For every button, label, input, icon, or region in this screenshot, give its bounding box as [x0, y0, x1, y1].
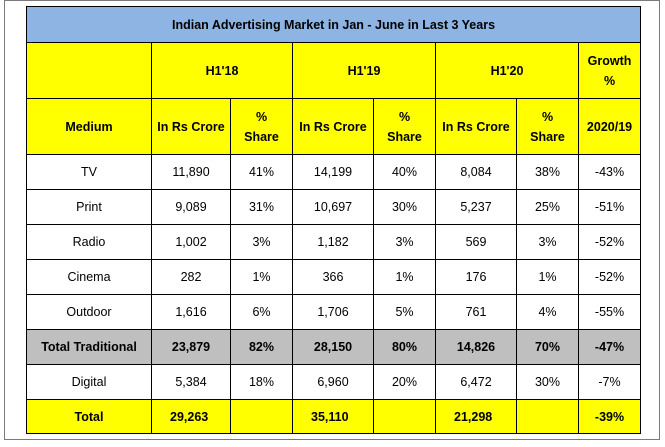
value-cell: 569 [435, 224, 517, 260]
table-row: Outdoor 1,616 6% 1,706 5% 761 4% -55% [26, 294, 642, 330]
share-cell: 40% [373, 154, 436, 190]
share-cell: 1% [230, 259, 293, 295]
share-cell: 30% [516, 364, 579, 400]
share-cell: 18% [230, 364, 293, 400]
table-row: Digital 5,384 18% 6,960 20% 6,472 30% -7… [26, 364, 642, 400]
share-cell: 25% [516, 189, 579, 225]
growth-cell: -39% [577, 399, 642, 434]
value-cell: 8,084 [435, 154, 517, 190]
value-cell: 9,089 [151, 189, 231, 225]
medium-cell: Print [26, 189, 152, 225]
growth-header: Growth% [577, 42, 642, 99]
value-cell: 14,199 [292, 154, 374, 190]
period-header-h1-19: H1'19 [292, 42, 436, 99]
value-cell: 5,384 [151, 364, 231, 400]
share-cell: 3% [230, 224, 293, 260]
value-cell: 21,298 [435, 399, 517, 434]
value-cell: 1,706 [292, 294, 374, 330]
value-cell: 176 [435, 259, 517, 295]
share-cell: 30% [373, 189, 436, 225]
share-header-19: % Share [373, 98, 436, 155]
table-title: Indian Advertising Market in Jan - June … [25, 6, 642, 43]
share-header-20-line1: % [541, 109, 554, 124]
share-cell: 31% [230, 189, 293, 225]
table-row: Radio 1,002 3% 1,182 3% 569 3% -52% [26, 224, 642, 260]
share-header-18-line2: Share [244, 129, 279, 144]
value-cell: 1,002 [151, 224, 231, 260]
share-cell: 3% [373, 224, 436, 260]
value-cell: 35,110 [292, 399, 374, 434]
share-cell: 80% [373, 329, 436, 365]
medium-cell: TV [26, 154, 152, 190]
share-header-19-line2: Share [387, 129, 422, 144]
medium-header: Medium [26, 98, 152, 155]
growth-cell: -52% [577, 259, 642, 295]
period-header-h1-18: H1'18 [151, 42, 293, 99]
medium-cell: Cinema [26, 259, 152, 295]
table-frame: Indian Advertising Market in Jan - June … [4, 0, 660, 440]
value-cell: 6,960 [292, 364, 374, 400]
value-cell: 282 [151, 259, 231, 295]
value-cell: 6,472 [435, 364, 517, 400]
share-cell: 6% [230, 294, 293, 330]
period-header-row: H1'18 H1'19 H1'20 Growth% [26, 42, 642, 99]
sub-header-row: Medium In Rs Crore % Share In Rs Crore % S… [26, 98, 642, 155]
growth-cell: -47% [577, 329, 642, 365]
value-cell: 761 [435, 294, 517, 330]
medium-cell: Total Traditional [26, 329, 152, 365]
value-cell: 11,890 [151, 154, 231, 190]
medium-cell: Outdoor [26, 294, 152, 330]
share-cell: 38% [516, 154, 579, 190]
value-header-19: In Rs Crore [292, 98, 374, 155]
growth-subheader: 2020/19 [577, 98, 642, 155]
share-cell: 70% [516, 329, 579, 365]
share-cell: 4% [516, 294, 579, 330]
growth-cell: -51% [577, 189, 642, 225]
medium-cell: Digital [26, 364, 152, 400]
table-row: TV 11,890 41% 14,199 40% 8,084 38% -43% [26, 154, 642, 190]
share-cell: 41% [230, 154, 293, 190]
table-row: Print 9,089 31% 10,697 30% 5,237 25% -51… [26, 189, 642, 225]
title-row: Indian Advertising Market in Jan - June … [25, 6, 642, 43]
table-row: Cinema 282 1% 366 1% 176 1% -52% [26, 259, 642, 295]
value-cell: 28,150 [292, 329, 374, 365]
share-header-18-line1: % [255, 109, 268, 124]
period-header-h1-20: H1'20 [435, 42, 579, 99]
share-cell: 20% [373, 364, 436, 400]
medium-cell: Total [26, 399, 152, 434]
value-cell: 1,182 [292, 224, 374, 260]
share-header-20-line2: Share [530, 129, 565, 144]
share-cell: 5% [373, 294, 436, 330]
share-cell [516, 399, 579, 434]
value-cell: 1,616 [151, 294, 231, 330]
growth-cell: -43% [577, 154, 642, 190]
share-cell [373, 399, 436, 434]
growth-cell: -7% [577, 364, 642, 400]
header-blank [26, 42, 152, 99]
advertising-market-table: Indian Advertising Market in Jan - June … [25, 6, 642, 434]
share-cell: 1% [516, 259, 579, 295]
value-header-20: In Rs Crore [435, 98, 517, 155]
medium-cell: Radio [26, 224, 152, 260]
growth-header-line2: % [603, 73, 616, 88]
value-cell: 29,263 [151, 399, 231, 434]
growth-header-line1: Growth [587, 53, 632, 68]
value-cell: 10,697 [292, 189, 374, 225]
value-cell: 366 [292, 259, 374, 295]
growth-cell: -55% [577, 294, 642, 330]
value-cell: 5,237 [435, 189, 517, 225]
share-cell: 82% [230, 329, 293, 365]
share-cell: 3% [516, 224, 579, 260]
value-header-18: In Rs Crore [151, 98, 231, 155]
share-cell: 1% [373, 259, 436, 295]
value-cell: 23,879 [151, 329, 231, 365]
total-traditional-row: Total Traditional 23,879 82% 28,150 80% … [26, 329, 642, 365]
growth-cell: -52% [577, 224, 642, 260]
share-header-19-line1: % [398, 109, 411, 124]
share-header-18: % Share [230, 98, 293, 155]
share-header-20: % Share [516, 98, 579, 155]
total-row: Total 29,263 35,110 21,298 -39% [26, 399, 642, 434]
share-cell [230, 399, 293, 434]
value-cell: 14,826 [435, 329, 517, 365]
